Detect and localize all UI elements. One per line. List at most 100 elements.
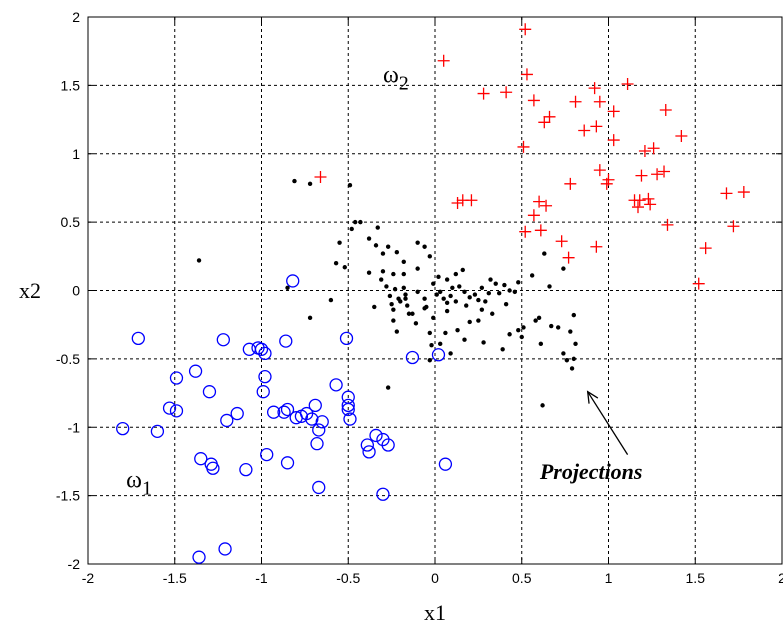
data-point-dot (415, 240, 420, 245)
data-point-dot (529, 273, 535, 278)
data-point-circle (431, 348, 446, 362)
data-point-circle (116, 421, 130, 436)
data-point-dot (483, 299, 488, 304)
data-point-circle (258, 370, 272, 384)
data-point-circle (256, 385, 270, 399)
data-point-dot (564, 358, 570, 363)
data-point-plus (527, 209, 540, 222)
data-point-plus (607, 134, 620, 147)
data-point-circle (341, 398, 355, 413)
data-point-dot (391, 307, 396, 312)
data-point-dot (401, 285, 406, 290)
data-point-dot (496, 291, 502, 296)
data-point-dot (507, 332, 512, 337)
data-point-circle (266, 405, 281, 419)
data-point-plus (699, 242, 712, 255)
data-point-plus (519, 225, 532, 238)
data-point-dot (434, 292, 439, 297)
data-point-circle (169, 371, 184, 385)
data-point-dot (405, 303, 410, 308)
data-point-dot (444, 277, 450, 282)
data-point-plus (621, 78, 634, 91)
data-point-dot (394, 329, 400, 334)
data-point-plus (651, 168, 664, 181)
data-point-dot (457, 284, 462, 289)
data-point-dot (443, 330, 448, 336)
data-point-plus (675, 129, 688, 142)
data-point-circle (405, 350, 420, 365)
data-point-dot (391, 271, 396, 277)
data-point-dot (385, 385, 391, 390)
data-point-plus (562, 251, 575, 264)
data-point-dot (521, 325, 526, 330)
data-point-dot (444, 300, 450, 306)
data-point-dot (349, 226, 354, 232)
data-point-dot (462, 289, 467, 295)
data-point-dot (413, 321, 419, 326)
data-points (116, 23, 750, 564)
data-point-dot (422, 244, 427, 249)
data-point-dot (476, 297, 481, 303)
y-axis-label: x2 (19, 278, 41, 303)
data-point-dot (384, 284, 389, 289)
x-tick-label: 0 (431, 570, 439, 586)
data-point-plus (647, 142, 660, 155)
data-point-circle (280, 402, 295, 417)
data-point-circle (312, 480, 326, 495)
data-point-circle (254, 342, 269, 356)
data-point-dot (429, 343, 434, 348)
data-point-dot (392, 286, 398, 292)
data-point-circle (310, 437, 324, 451)
data-point-plus (564, 177, 577, 190)
data-point-dot (448, 351, 453, 356)
data-point-plus (519, 23, 532, 36)
data-point-dot (516, 280, 521, 285)
data-point-circle (312, 423, 326, 437)
data-point-dot (438, 289, 443, 295)
data-point-circle (362, 445, 376, 459)
data-point-dot (571, 312, 576, 318)
data-point-dot (328, 297, 334, 303)
data-point-circle (169, 404, 184, 418)
data-point-plus (314, 170, 327, 183)
y-tick-label: 0 (72, 283, 80, 299)
data-point-dot (462, 337, 467, 342)
data-point-dot (358, 219, 363, 225)
data-point-plus (451, 196, 464, 209)
x-axis-label: x1 (424, 600, 446, 625)
data-point-dot (347, 183, 353, 188)
data-point-plus (642, 192, 655, 205)
data-point-dot (542, 251, 547, 256)
data-point-plus (727, 220, 740, 233)
data-point-dot (342, 265, 347, 270)
x-tick-label: 2 (778, 570, 783, 586)
data-point-circle (131, 331, 145, 346)
data-point-plus (638, 145, 651, 158)
data-point-dot (444, 308, 450, 314)
data-point-plus (635, 169, 648, 182)
data-point-dot (441, 296, 446, 301)
data-point-plus (661, 218, 674, 231)
data-point-dot (467, 295, 472, 300)
data-point-plus (720, 187, 733, 200)
data-point-dot (569, 366, 575, 371)
data-point-dot (540, 403, 545, 408)
data-point-circle (360, 438, 374, 452)
data-point-dot (512, 289, 518, 295)
y-tick-label: -2 (68, 556, 81, 572)
data-point-dot (380, 269, 386, 274)
data-point-plus (500, 86, 513, 99)
data-point-plus (737, 186, 750, 199)
data-point-circle (194, 452, 208, 466)
data-point-dot (401, 271, 406, 277)
annotation-text: Projections (539, 459, 643, 484)
data-point-dot (519, 334, 524, 340)
data-point-dot (438, 341, 443, 347)
y-tick-label: -1.5 (56, 488, 80, 504)
data-point-plus (644, 198, 657, 211)
data-point-dot (375, 225, 380, 230)
data-point-dot (453, 271, 459, 277)
data-point-circle (192, 550, 206, 564)
data-point-plus (437, 54, 450, 67)
data-point-dot (307, 181, 313, 187)
